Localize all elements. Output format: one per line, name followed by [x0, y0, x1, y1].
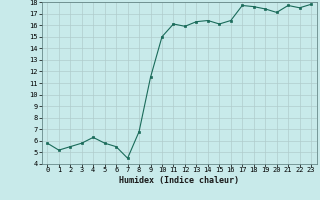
X-axis label: Humidex (Indice chaleur): Humidex (Indice chaleur) — [119, 176, 239, 185]
